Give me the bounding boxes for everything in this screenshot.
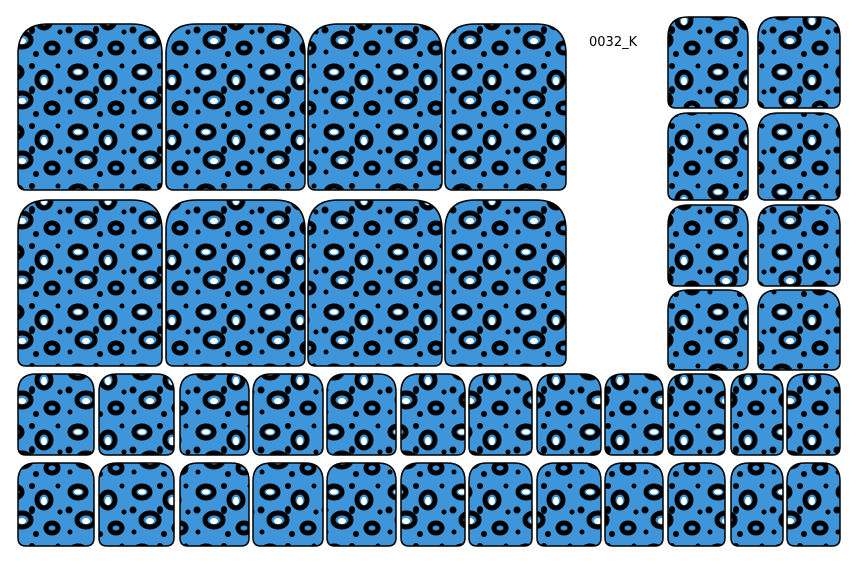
nail-wrap-tile	[252, 373, 324, 456]
nail-wrap-tile	[604, 373, 664, 456]
nail-wrap-tile	[307, 23, 443, 191]
nail-wrap-tile	[179, 373, 250, 456]
sheet-code-label: 0032_K	[589, 35, 638, 50]
nail-wrap-tile	[667, 16, 749, 109]
nail-wrap-tile	[667, 112, 749, 201]
nail-wrap-tile	[667, 204, 749, 287]
nail-wrap-tile	[165, 23, 306, 191]
nail-wrap-tile	[536, 373, 602, 456]
nail-wrap-tile	[17, 23, 163, 191]
nail-wrap-tile	[400, 462, 466, 547]
nail-wrap-tile	[165, 199, 306, 367]
nail-wrap-tile	[730, 462, 784, 547]
nail-wrap-tile	[98, 373, 175, 456]
nail-wrap-tile	[17, 199, 163, 367]
nail-wrap-tile	[757, 204, 841, 287]
nail-wrap-tile	[536, 462, 602, 547]
nail-wrap-tile	[17, 373, 95, 456]
nail-wrap-tile	[400, 373, 466, 456]
nail-wrap-tile	[252, 462, 324, 547]
nail-wrap-tile	[468, 373, 533, 456]
nail-wrap-tile	[17, 462, 95, 547]
nail-wrap-tile	[179, 462, 250, 547]
nail-wrap-tile	[667, 289, 749, 371]
nail-wrap-tile	[307, 199, 443, 367]
nail-wrap-tile	[730, 373, 784, 456]
nail-wrap-tile	[786, 373, 841, 456]
nail-wrap-tile	[468, 462, 533, 547]
nail-wrap-tile	[98, 462, 175, 547]
nail-wrap-tile	[757, 16, 841, 109]
nail-wrap-tile	[326, 373, 397, 456]
nail-wrap-tile	[757, 112, 841, 201]
nail-wrap-tile	[444, 23, 567, 191]
nail-wrap-tile	[786, 462, 841, 547]
nail-wrap-tile	[667, 373, 726, 456]
nail-wrap-tile	[444, 199, 567, 367]
nail-wrap-tile	[604, 462, 664, 547]
nail-wrap-tile	[757, 289, 841, 371]
nail-wrap-tile	[326, 462, 397, 547]
nail-wrap-tile	[667, 462, 726, 547]
